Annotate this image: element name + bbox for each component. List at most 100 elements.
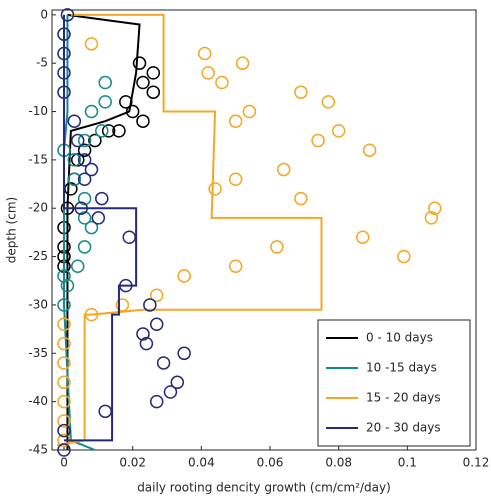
data-point <box>331 124 346 138</box>
y-tick-label: -30 <box>28 297 48 311</box>
legend-label: 0 - 10 days <box>366 331 433 345</box>
data-point <box>67 153 82 167</box>
y-tick-label: -10 <box>28 104 48 118</box>
x-axis-label: daily rooting dencity growth (cm/cm²/day… <box>137 481 391 495</box>
data-point <box>60 278 75 293</box>
data-point <box>424 211 439 225</box>
data-point <box>149 317 164 332</box>
legend-box <box>317 319 471 447</box>
data-point <box>228 114 243 128</box>
data-point <box>98 75 112 90</box>
y-tick-label: -20 <box>28 201 48 215</box>
data-point <box>84 162 99 177</box>
data-point <box>321 95 336 109</box>
y-tick-label: -40 <box>28 394 48 408</box>
y-tick-label: -15 <box>28 152 48 166</box>
data-point <box>84 220 99 235</box>
data-point <box>136 75 150 90</box>
data-point <box>91 211 106 225</box>
y-axis-label: depth (cm) <box>5 197 19 263</box>
data-point <box>57 423 71 438</box>
data-point <box>355 230 370 245</box>
legend-label: 15 - 20 days <box>366 391 441 405</box>
data-point <box>67 172 82 186</box>
data-point <box>112 124 126 138</box>
y-tick-label: -5 <box>36 56 48 70</box>
data-point <box>70 133 85 148</box>
data-point <box>201 66 215 80</box>
data-point <box>163 385 178 399</box>
data-point <box>57 375 71 390</box>
data-point <box>77 172 92 186</box>
data-point <box>95 191 109 206</box>
data-point <box>242 104 257 119</box>
x-tick-label: 0.08 <box>325 456 352 470</box>
data-point <box>57 443 71 457</box>
data-point <box>397 249 411 264</box>
data-point <box>60 8 75 22</box>
data-point <box>228 259 243 274</box>
data-point <box>57 414 71 428</box>
data-point <box>228 172 243 186</box>
data-point <box>101 124 116 138</box>
data-point <box>149 394 164 409</box>
x-tick-label: 0.02 <box>119 456 146 470</box>
data-point <box>132 56 147 70</box>
data-point <box>70 153 85 167</box>
data-point <box>143 298 157 312</box>
data-point <box>136 327 150 341</box>
x-tick-label: 0.12 <box>463 456 490 470</box>
data-point <box>294 191 308 206</box>
series-line <box>66 13 141 450</box>
y-tick-label: -45 <box>28 443 48 457</box>
data-point <box>136 114 150 128</box>
x-tick-label: 0.1 <box>398 456 417 470</box>
data-point <box>88 133 102 148</box>
data-point <box>146 66 161 80</box>
data-point <box>177 346 191 361</box>
data-point <box>67 114 82 128</box>
data-point <box>98 95 112 109</box>
data-point <box>149 288 164 303</box>
data-point <box>146 85 161 99</box>
data-point <box>156 356 171 370</box>
data-point <box>270 240 284 254</box>
data-point <box>95 124 109 138</box>
x-tick-label: 0.04 <box>188 456 215 470</box>
data-point <box>139 336 154 351</box>
data-point <box>177 269 191 283</box>
data-point <box>428 201 442 215</box>
data-point <box>276 162 291 177</box>
data-point <box>311 133 325 148</box>
legend-label: 10 -15 days <box>366 361 437 375</box>
data-point <box>84 37 99 51</box>
data-point <box>362 143 377 157</box>
data-point <box>208 182 222 196</box>
data-point <box>198 46 212 61</box>
data-point <box>235 56 250 70</box>
data-point <box>77 153 92 167</box>
x-tick-label: 0 <box>60 456 68 470</box>
data-point <box>57 336 71 351</box>
data-point <box>70 259 85 274</box>
y-tick-label: -35 <box>28 346 48 360</box>
data-point <box>77 191 92 206</box>
data-point <box>77 240 92 254</box>
series-line <box>56 13 323 447</box>
data-point <box>77 133 92 148</box>
y-tick-label: 0 <box>40 7 48 21</box>
data-point <box>215 75 229 90</box>
legend-label: 20 - 30 days <box>366 421 441 435</box>
data-point <box>84 104 99 119</box>
data-point <box>57 356 71 370</box>
data-point <box>294 85 308 99</box>
y-tick-label: -25 <box>28 249 48 263</box>
series-line <box>63 14 138 442</box>
data-point <box>57 317 71 332</box>
data-point <box>77 143 92 157</box>
data-point <box>170 375 185 390</box>
data-point <box>57 394 71 409</box>
x-tick-label: 0.06 <box>257 456 284 470</box>
data-point <box>77 211 92 225</box>
